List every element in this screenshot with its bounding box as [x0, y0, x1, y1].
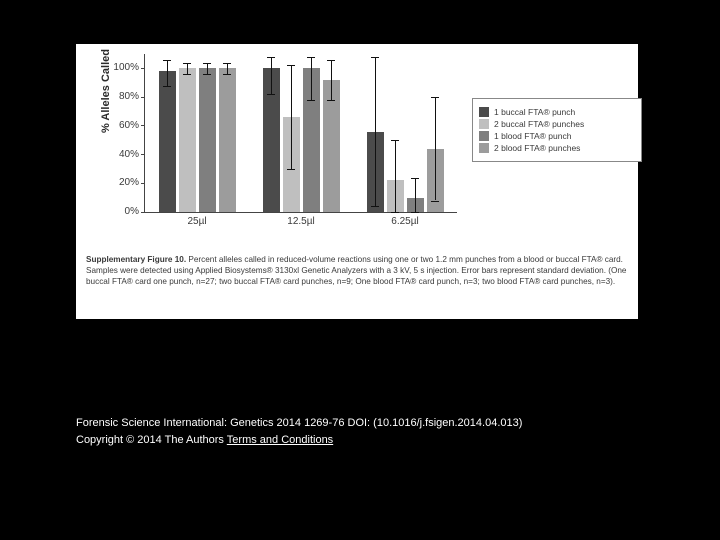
error-cap — [327, 60, 335, 61]
legend-item: ■2 buccal FTA® punches — [479, 119, 635, 129]
slide: % Alleles Called 0%20%40%60%80%100%25µl1… — [0, 0, 720, 540]
legend-swatch — [479, 131, 489, 141]
error-bar — [187, 63, 188, 74]
figure-caption: Supplementary Figure 10. Percent alleles… — [86, 254, 628, 287]
legend-swatch — [479, 143, 489, 153]
y-tick-label: 40% — [119, 149, 139, 160]
bar — [159, 71, 176, 212]
error-cap — [287, 65, 295, 66]
legend: ■1 buccal FTA® punch ■2 buccal FTA® punch… — [472, 98, 642, 162]
bar — [179, 68, 196, 212]
copyright-line: Copyright © 2014 The Authors Terms and C… — [76, 432, 522, 449]
error-cap — [163, 86, 171, 87]
legend-label: 2 buccal FTA® punches — [494, 119, 584, 129]
error-bar — [207, 63, 208, 74]
error-cap — [183, 74, 191, 75]
error-cap — [391, 212, 399, 213]
error-bar — [375, 57, 376, 206]
error-cap — [163, 60, 171, 61]
terms-link[interactable]: Terms and Conditions — [227, 434, 333, 446]
bar — [199, 68, 216, 212]
error-cap — [287, 169, 295, 170]
error-cap — [411, 178, 419, 179]
error-bar — [331, 60, 332, 100]
chart: % Alleles Called 0%20%40%60%80%100%25µl1… — [86, 48, 626, 250]
error-cap — [431, 97, 439, 98]
y-tick-label: 60% — [119, 120, 139, 131]
legend-label: 2 blood FTA® punches — [494, 143, 580, 153]
bar — [219, 68, 236, 212]
y-axis-title: % Alleles Called — [100, 49, 112, 133]
legend-label: 1 buccal FTA® punch — [494, 107, 575, 117]
error-cap — [203, 63, 211, 64]
citation-footer: Forensic Science International: Genetics… — [76, 415, 522, 448]
error-cap — [391, 140, 399, 141]
error-bar — [291, 65, 292, 168]
error-cap — [223, 63, 231, 64]
error-cap — [267, 57, 275, 58]
error-cap — [223, 74, 231, 75]
error-cap — [307, 57, 315, 58]
x-tick-label: 6.25µl — [391, 216, 418, 227]
legend-swatch — [479, 107, 489, 117]
error-bar — [227, 63, 228, 74]
copyright-text: Copyright © 2014 The Authors — [76, 434, 227, 446]
legend-label: 1 blood FTA® punch — [494, 131, 571, 141]
error-bar — [271, 57, 272, 94]
legend-swatch — [479, 119, 489, 129]
error-cap — [183, 63, 191, 64]
error-cap — [371, 57, 379, 58]
error-bar — [395, 140, 396, 212]
citation-line: Forensic Science International: Genetics… — [76, 415, 522, 432]
legend-item: ■1 buccal FTA® punch — [479, 107, 635, 117]
error-bar — [415, 178, 416, 212]
error-cap — [431, 201, 439, 202]
y-tick-label: 100% — [113, 62, 139, 73]
y-tick-label: 0% — [125, 206, 139, 217]
error-cap — [411, 212, 419, 213]
error-cap — [203, 74, 211, 75]
legend-item: ■1 blood FTA® punch — [479, 131, 635, 141]
error-cap — [307, 100, 315, 101]
y-tick-label: 80% — [119, 91, 139, 102]
plot-area: 0%20%40%60%80%100%25µl12.5µl6.25µl — [144, 54, 457, 213]
caption-heading: Supplementary Figure 10. — [86, 255, 186, 264]
y-tick-label: 20% — [119, 177, 139, 188]
x-tick-label: 25µl — [187, 216, 206, 227]
error-bar — [167, 60, 168, 86]
x-tick-label: 12.5µl — [287, 216, 314, 227]
error-bar — [311, 57, 312, 100]
error-cap — [371, 206, 379, 207]
legend-item: ■2 blood FTA® punches — [479, 143, 635, 153]
figure-panel: % Alleles Called 0%20%40%60%80%100%25µl1… — [76, 44, 638, 319]
error-cap — [327, 100, 335, 101]
error-cap — [267, 94, 275, 95]
error-bar — [435, 97, 436, 200]
